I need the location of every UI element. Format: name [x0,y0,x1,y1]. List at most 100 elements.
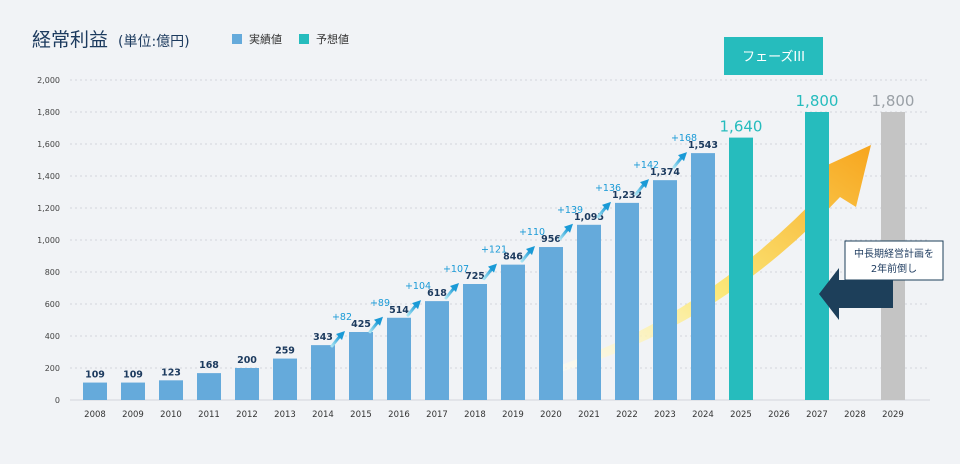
value-label: 109 [85,370,105,381]
x-tick-label: 2012 [236,410,258,420]
increment-label: +89 [370,298,390,309]
increment-label: +104 [405,281,431,292]
x-tick-label: 2008 [84,410,106,420]
increment-label: +107 [443,264,469,275]
y-tick-label: 1,000 [37,236,60,245]
bar-2023 [653,180,677,400]
y-tick-label: 800 [45,268,60,277]
plan-note-box [844,240,944,281]
x-tick-label: 2028 [844,410,866,420]
increment-label: +136 [595,183,621,194]
value-label: 725 [465,271,485,282]
value-label: 846 [503,252,523,263]
value-label: 168 [199,360,219,371]
increment-arrow-shaft [330,334,342,348]
y-tick-label: 600 [45,300,60,309]
increment-label: +82 [332,312,352,323]
bar-2017 [425,301,449,400]
plan-note-line2: 2年前倒し [871,262,917,275]
legend-label-actual: 実績値 [249,32,282,46]
bar-2013 [273,358,297,400]
bar-2020 [539,247,563,400]
chart-title: 経常利益 [32,29,108,51]
increment-arrow-head [526,246,535,256]
value-label: 514 [389,305,409,316]
x-tick-label: 2026 [768,410,790,420]
bar-2018 [463,284,487,400]
increment-arrow-shaft [482,267,494,281]
bars [83,112,905,400]
increment-arrow-shaft [368,320,380,334]
y-axis: 0 200 400 600 800 1,000 1,200 1,400 1,600 1,800 2,… [37,76,60,405]
x-tick-label: 2019 [502,410,524,420]
bar-2012 [235,368,259,400]
value-label: 343 [313,332,333,343]
y-tick-label: 1,800 [37,108,60,117]
x-tick-label: 2017 [426,410,448,420]
value-labels: 109 109 123 168 200 259 343 425 514 618 725 846 956 1… [85,92,914,381]
increment-arrow-shaft [406,303,418,317]
increment-arrow-head [450,283,459,292]
chart-title-group: 経常利益 (単位:億円) [32,29,190,51]
value-label: 1,543 [688,140,718,151]
bar-2009 [121,382,145,400]
value-label-large: 1,800 [796,92,839,110]
y-tick-label: 1,600 [37,140,60,149]
increment-label: +139 [557,205,583,216]
increment-label: +110 [519,227,545,238]
x-tick-label: 2029 [882,410,904,420]
dark-left-arrow [819,268,893,320]
x-tick-label: 2010 [160,410,182,420]
plan-note-line1: 中長期経営計画を [854,247,934,260]
increment-arrow-shaft [558,227,570,241]
increment-label: +142 [633,160,659,171]
value-label: 618 [427,288,447,299]
increment-arrow-head [336,331,345,340]
bar-2019 [501,264,525,400]
x-tick-label: 2023 [654,410,676,420]
increment-arrow-shaft [596,205,608,219]
grid-lines [70,79,930,401]
increment-arrow-head [678,152,687,162]
x-tick-label: 2014 [312,410,334,420]
phase-box: フェーズIII [724,37,823,75]
increment-arrow-shaft [672,155,684,169]
increment-arrow-head [412,300,421,310]
x-tick-label: 2018 [464,410,486,420]
increment-arrow-shaft [444,286,456,300]
value-label: 956 [541,234,561,245]
legend-swatch-forecast [299,34,309,44]
bar-2010 [159,380,183,400]
y-tick-label: 2,000 [37,76,60,85]
phase-label: フェーズIII [742,49,805,65]
growth-trend-arrow [540,145,871,376]
increment-arrow-shaft [520,249,532,263]
value-label: 200 [237,355,257,366]
x-tick-label: 2013 [274,410,296,420]
x-tick-label: 2016 [388,410,410,420]
x-tick-label: 2025 [730,410,752,420]
increment-label: +121 [481,245,507,256]
bar-2015 [349,332,373,400]
increment-arrow-head [564,223,573,233]
x-tick-label: 2022 [616,410,638,420]
bar-2024 [691,153,715,400]
y-tick-label: 400 [45,332,60,341]
value-label: 123 [161,367,181,378]
increment-arrow-shaft [634,182,646,196]
value-label: 1,374 [650,167,680,178]
chart-legend: 実績値 予想値 [232,32,349,46]
phase-box-bg [724,37,823,75]
bar-2025 [729,137,753,400]
bar-2011 [197,373,221,400]
increment-arrow-head [374,316,383,326]
increment-annotations: +82 +89 +104 +107 +121 +110 +139 +136 +142 +168 [330,133,697,348]
x-tick-label: 2027 [806,410,828,420]
value-label-large: 1,800 [872,92,915,110]
bar-2014 [311,345,335,400]
bar-2027 [805,112,829,400]
value-label: 425 [351,319,371,330]
x-tick-label: 2015 [350,410,372,420]
y-tick-label: 1,200 [37,204,60,213]
x-tick-label: 2021 [578,410,600,420]
